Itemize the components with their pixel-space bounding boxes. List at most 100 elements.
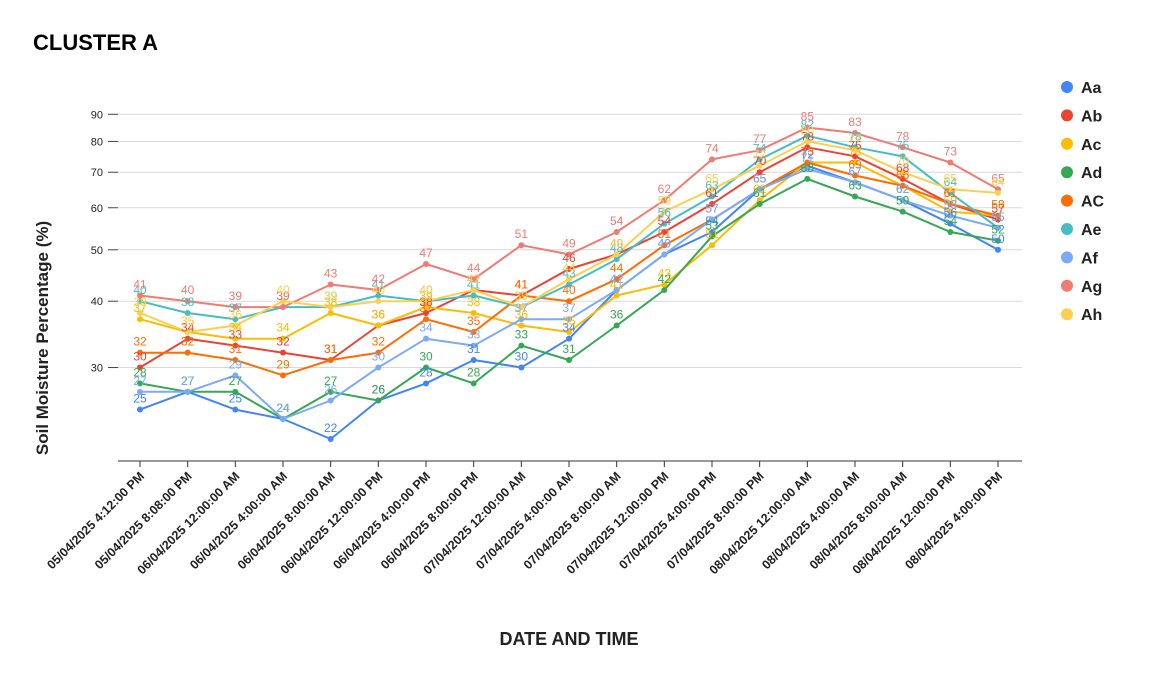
- data-label-af: 65: [753, 171, 767, 185]
- data-label-af: 37: [515, 301, 529, 315]
- data-label-ac: 73: [801, 145, 815, 159]
- data-point-ab: [852, 153, 858, 160]
- data-label-af: 57: [705, 202, 719, 216]
- data-label-ag: 62: [658, 182, 672, 196]
- data-point-ad: [137, 380, 143, 387]
- data-labels: 25 27 25 24 22 26 28 31 30 34 42 49 54 65 72 67 62 56 50 30…: [133, 109, 1005, 435]
- legend-label-ac: AC: [1081, 194, 1105, 211]
- data-label-ae: 40: [419, 283, 433, 297]
- data-label-ab: 32: [276, 335, 290, 349]
- data-label-ad: 26: [372, 383, 386, 397]
- data-point-ac: [375, 349, 382, 356]
- data-label-af: 30: [372, 350, 386, 364]
- data-point-ae: [661, 220, 668, 227]
- data-label-ag: 39: [229, 289, 243, 303]
- data-point-ad: [232, 388, 239, 395]
- data-point-ag: [518, 242, 525, 249]
- data-point-ab: [423, 310, 429, 317]
- data-point-ae: [756, 156, 763, 163]
- x-tick-label: 08/04/2025 4:00:00 PM: [902, 469, 1005, 572]
- y-axis-title: Soil Moisture Percentage (%): [33, 221, 52, 455]
- data-label-aa: 25: [133, 392, 147, 406]
- data-label-af: 67: [848, 164, 862, 178]
- data-label-ab: 46: [562, 251, 576, 265]
- data-label-ae: 39: [515, 289, 529, 303]
- x-tick-label: 06/04/2025 4:00:00 AM: [187, 469, 290, 572]
- data-point-ac: [613, 292, 620, 299]
- data-point-ac: [709, 242, 715, 249]
- data-point-ac: [995, 212, 1001, 219]
- legend-label-af: Af: [1081, 250, 1099, 267]
- data-point-ah: [709, 186, 715, 193]
- data-label-ad: 27: [324, 374, 338, 388]
- data-label-ah: 39: [324, 289, 338, 303]
- data-label-ac: 41: [610, 278, 624, 292]
- data-label-ae: 41: [467, 278, 481, 292]
- data-point-ag: [947, 159, 954, 166]
- data-label-aa: 26: [372, 383, 386, 397]
- data-label-ah: 44: [562, 261, 576, 275]
- legend-label-ab: Ab: [1081, 108, 1103, 125]
- legend-label-aa: Aa: [1081, 80, 1102, 97]
- data-label-ac: 35: [467, 314, 481, 328]
- data-point-ab: [137, 364, 143, 371]
- data-point-aa: [327, 436, 334, 443]
- data-label-ae: 41: [372, 278, 386, 292]
- data-point-ah: [995, 189, 1001, 196]
- data-label-ac: 58: [991, 198, 1005, 212]
- data-point-ab: [280, 349, 286, 356]
- data-label-ah: 72: [753, 148, 767, 162]
- data-label-af: 34: [419, 321, 433, 335]
- data-point-ac: [566, 329, 572, 336]
- data-label-af: 42: [610, 272, 624, 286]
- data-label-aa: 24: [276, 401, 290, 415]
- data-label-ab: 36: [372, 308, 386, 322]
- data-point-ac: [137, 349, 143, 356]
- data-point-ah: [470, 286, 477, 293]
- data-label-ab: 54: [658, 214, 672, 228]
- data-label-ad: 27: [181, 374, 195, 388]
- data-label-ac: 31: [229, 342, 243, 356]
- data-label-ad: 53: [705, 218, 719, 232]
- legend-label-ae: Ae: [1081, 222, 1102, 239]
- data-point-ac: [947, 200, 954, 207]
- data-point-af: [947, 212, 954, 219]
- data-point-ac: [280, 335, 286, 342]
- data-label-ag: 83: [848, 115, 862, 129]
- data-label-aa: 65: [753, 171, 767, 185]
- x-tick-label: 06/04/2025 4:00:00 PM: [330, 469, 433, 572]
- x-axis-title: DATE AND TIME: [500, 629, 639, 649]
- data-label-aa: 42: [610, 272, 624, 286]
- data-point-ah: [423, 298, 429, 305]
- x-tick-label: 05/04/2025 4:12:00 PM: [44, 469, 147, 572]
- data-point-aa: [566, 335, 572, 342]
- data-label-ad: 27: [229, 374, 243, 388]
- data-point-ae: [709, 193, 715, 200]
- data-label-ab: 75: [848, 138, 862, 152]
- data-label-ac: 73: [848, 145, 862, 159]
- data-point-ah: [232, 322, 239, 329]
- data-point-ae: [613, 256, 620, 263]
- data-point-af: [184, 388, 191, 395]
- data-point-ae: [804, 132, 811, 139]
- chart-title: CLUSTER A: [33, 30, 159, 55]
- data-label-aa: 56: [944, 206, 958, 220]
- data-label-ab: 33: [229, 328, 243, 342]
- data-point-ah: [899, 169, 906, 176]
- data-label-ad: 33: [515, 328, 529, 342]
- data-label-ah: 40: [276, 283, 290, 297]
- data-label-ac: 51: [705, 227, 719, 241]
- data-point-ag: [709, 156, 715, 163]
- y-tick-label: 90: [91, 109, 103, 121]
- data-point-ag: [661, 197, 668, 204]
- data-point-ac: [518, 322, 525, 329]
- data-label-aa: 54: [705, 214, 719, 228]
- data-point-ag: [375, 286, 382, 293]
- data-point-af: [613, 286, 620, 293]
- data-point-ab: [804, 144, 811, 151]
- data-label-ac: 36: [372, 308, 386, 322]
- data-label-ae: 39: [276, 289, 290, 303]
- data-label-aa: 67: [848, 164, 862, 178]
- data-label-ad: 52: [991, 223, 1005, 237]
- data-label-ad: 28: [467, 365, 481, 379]
